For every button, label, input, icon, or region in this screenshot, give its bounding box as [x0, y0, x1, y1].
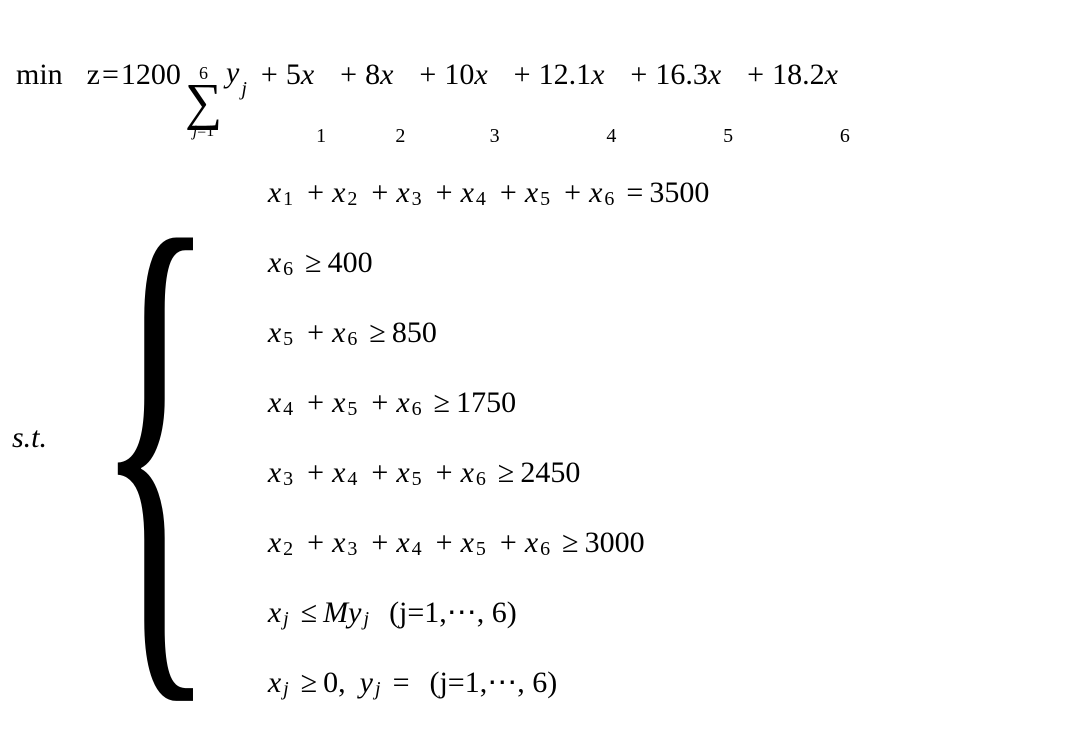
constraint-4: x4 + x5 + x6 ≥ 1750 [268, 373, 710, 433]
coef-x3: 10 [444, 60, 474, 90]
math-formula-page: min z = 1200 6 ∑ j=1 yj + 5 x1 + 8 x2 + … [0, 0, 1091, 747]
relation-le: ≤ [301, 598, 317, 628]
var-x: x [708, 60, 721, 90]
relation-ge: ≥ [301, 668, 317, 698]
plus-sign: + [630, 60, 647, 90]
sum-term: yj [226, 58, 253, 93]
rhs-850: 850 [392, 318, 437, 348]
var-x: x [474, 60, 487, 90]
relation-ge: ≥ [369, 318, 385, 348]
var-x: x [825, 60, 838, 90]
constraint-3: x5 + x6 ≥ 850 [268, 303, 710, 363]
coef-x5: 16.3 [655, 60, 708, 90]
constraint-1: x1 + x2 + x3 + x4 + x5 + x6 = 3500 [268, 163, 710, 223]
constraint-8: xj ≥ 0 , yj = (j=1,⋯, 6) [268, 653, 710, 713]
st-label: s.t. [12, 421, 47, 455]
plus-sign: + [261, 60, 278, 90]
comma: , [338, 668, 346, 698]
rhs-3500: 3500 [649, 178, 709, 208]
constraint-5: x3 + x4 + x5 + x6 ≥ 2450 [268, 443, 710, 503]
left-brace: { [51, 172, 260, 704]
plus-sign: + [747, 60, 764, 90]
constraint-6: x2 + x3 + x4 + x5 + x6 ≥ 3000 [268, 513, 710, 573]
min-label: min [16, 60, 63, 90]
relation-eq: = [393, 668, 410, 698]
plus-sign: + [514, 60, 531, 90]
relation-ge: ≥ [562, 528, 578, 558]
rhs-3000: 3000 [585, 528, 645, 558]
objective-line: min z = 1200 6 ∑ j=1 yj + 5 x1 + 8 x2 + … [12, 10, 1079, 140]
rhs-0: 0 [323, 668, 338, 698]
sub-3: 3 [490, 126, 500, 146]
relation-ge: ≥ [305, 248, 321, 278]
coef-x4: 12.1 [539, 60, 592, 90]
big-m: M [323, 598, 348, 628]
var-x: x [591, 60, 604, 90]
sigma-symbol: ∑ [185, 82, 222, 124]
constraints-block: s.t. { x1 + x2 + x3 + x4 + x5 + x6 = 350… [12, 158, 1079, 718]
sub-1: 1 [316, 126, 326, 146]
equals-sign: = [102, 60, 119, 90]
plus-sign: + [340, 60, 357, 90]
var-x: x [380, 60, 393, 90]
rhs-2450: 2450 [520, 458, 580, 488]
sub-4: 4 [606, 126, 616, 146]
rhs-400: 400 [328, 248, 373, 278]
sub-2: 2 [395, 126, 405, 146]
sub-6: 6 [840, 126, 850, 146]
plus-sign: + [419, 60, 436, 90]
relation-ge: ≥ [498, 458, 514, 488]
rhs-1750: 1750 [456, 388, 516, 418]
constraints-list: x1 + x2 + x3 + x4 + x5 + x6 = 3500 x6 ≥ … [268, 158, 710, 718]
coef-x2: 8 [365, 60, 380, 90]
index-annotation: (j=1,⋯, 6) [389, 598, 517, 628]
relation-eq: = [626, 178, 643, 208]
fixed-cost-coef: 1200 [121, 60, 181, 90]
var-x: x [301, 60, 314, 90]
sub-5: 5 [723, 126, 733, 146]
objective-lhs: z [87, 60, 100, 90]
coef-x1: 5 [286, 60, 301, 90]
index-annotation: (j=1,⋯, 6) [429, 668, 557, 698]
constraint-2: x6 ≥ 400 [268, 233, 710, 293]
constraint-7: xj ≤ M yj (j=1,⋯, 6) [268, 583, 710, 643]
coef-x6: 18.2 [772, 60, 825, 90]
relation-ge: ≥ [434, 388, 450, 418]
